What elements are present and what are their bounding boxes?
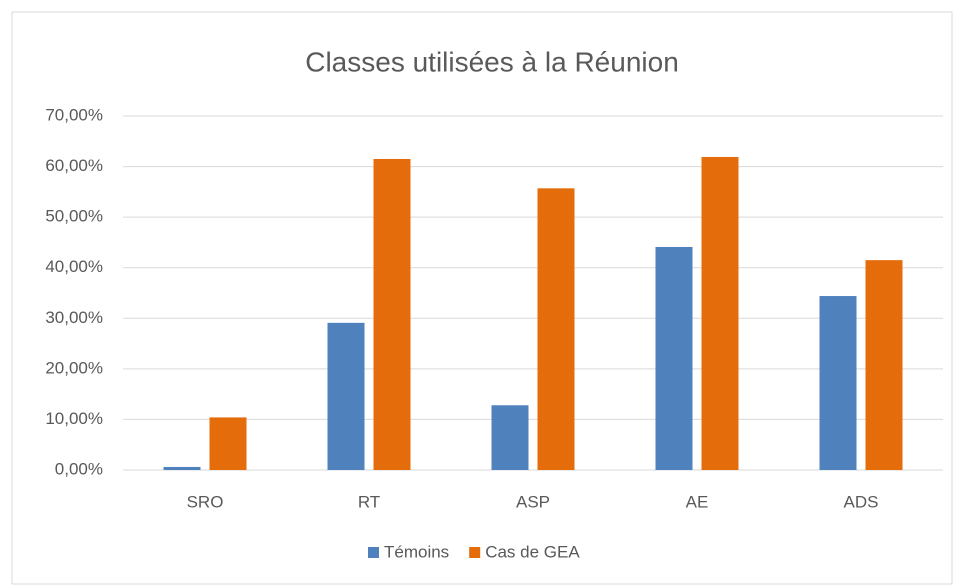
x-tick-label: ADS bbox=[844, 492, 879, 511]
y-tick-label: 20,00% bbox=[45, 358, 103, 377]
legend-label: Cas de GEA bbox=[485, 542, 580, 561]
legend-label: Témoins bbox=[384, 542, 449, 561]
bar bbox=[327, 322, 365, 470]
y-tick-label: 0,00% bbox=[55, 459, 103, 478]
bar bbox=[819, 296, 857, 470]
bar bbox=[865, 260, 903, 470]
y-tick-label: 30,00% bbox=[45, 308, 103, 327]
x-tick-label: ASP bbox=[516, 492, 550, 511]
chart-title: Classes utilisées à la Réunion bbox=[305, 46, 679, 77]
legend-swatch bbox=[368, 547, 379, 558]
bar bbox=[537, 188, 575, 470]
y-tick-label: 70,00% bbox=[45, 105, 103, 124]
x-tick-label: RT bbox=[358, 492, 380, 511]
bar bbox=[163, 466, 201, 470]
y-tick-label: 60,00% bbox=[45, 156, 103, 175]
x-tick-label: SRO bbox=[187, 492, 224, 511]
chart-border bbox=[11, 11, 953, 585]
x-tick-label: AE bbox=[686, 492, 709, 511]
y-tick-label: 40,00% bbox=[45, 257, 103, 276]
bar bbox=[655, 246, 693, 470]
bar bbox=[491, 405, 529, 470]
y-tick-label: 50,00% bbox=[45, 207, 103, 226]
y-tick-label: 10,00% bbox=[45, 409, 103, 428]
bar bbox=[373, 158, 411, 470]
bar bbox=[209, 417, 247, 470]
legend-swatch bbox=[469, 547, 481, 558]
bar bbox=[701, 156, 739, 470]
